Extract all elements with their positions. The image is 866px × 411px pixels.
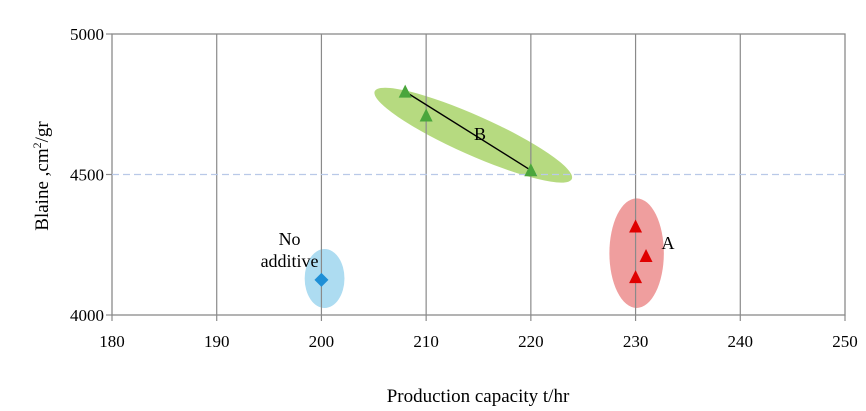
group-ellipse-1 — [374, 87, 573, 183]
y-axis-label: Blaine ,cm2/gr — [30, 121, 53, 231]
y-tick-label-5000: 5000 — [70, 25, 104, 44]
trendlines — [404, 91, 532, 171]
x-tick-label-230: 230 — [623, 332, 649, 351]
point-triangle-1-1 — [419, 108, 433, 122]
label-group-b: B — [474, 124, 486, 144]
group-ellipse-2 — [609, 198, 664, 308]
y-tick-label-4500: 4500 — [70, 166, 104, 185]
x-tick-label-240: 240 — [728, 332, 754, 351]
y-tick-label-4000: 4000 — [70, 306, 104, 325]
x-tick-label-200: 200 — [309, 332, 335, 351]
y-axis-label-main: Blaine ,cm — [32, 148, 53, 231]
x-tick-label-250: 250 — [832, 332, 858, 351]
trendline-b — [404, 91, 532, 171]
y-axis-label-unit: /gr — [32, 121, 53, 143]
label-group-a: A — [662, 233, 675, 253]
point-triangle-2-0 — [629, 219, 643, 233]
gridlines — [112, 34, 845, 315]
tick-labels: 180 190 200 210 220 230 240 250 4000 4500 5000 — [70, 25, 858, 351]
label-no-additive-line-1: additive — [261, 251, 319, 271]
point-diamond-0-0 — [314, 272, 329, 287]
label-no-additive-line-0: No — [279, 229, 301, 249]
x-tick-label-210: 210 — [413, 332, 439, 351]
x-tick-label-190: 190 — [204, 332, 230, 351]
x-tick-label-220: 220 — [518, 332, 544, 351]
x-axis-label: Production capacity t/hr — [387, 386, 570, 407]
y-axis-label-superscript: 2 — [30, 142, 44, 148]
point-triangle-2-1 — [639, 248, 653, 262]
data-points — [314, 84, 653, 287]
x-tick-label-180: 180 — [99, 332, 125, 351]
point-triangle-1-0 — [398, 84, 412, 98]
point-triangle-1-2 — [524, 163, 538, 177]
point-triangle-2-2 — [629, 270, 643, 284]
